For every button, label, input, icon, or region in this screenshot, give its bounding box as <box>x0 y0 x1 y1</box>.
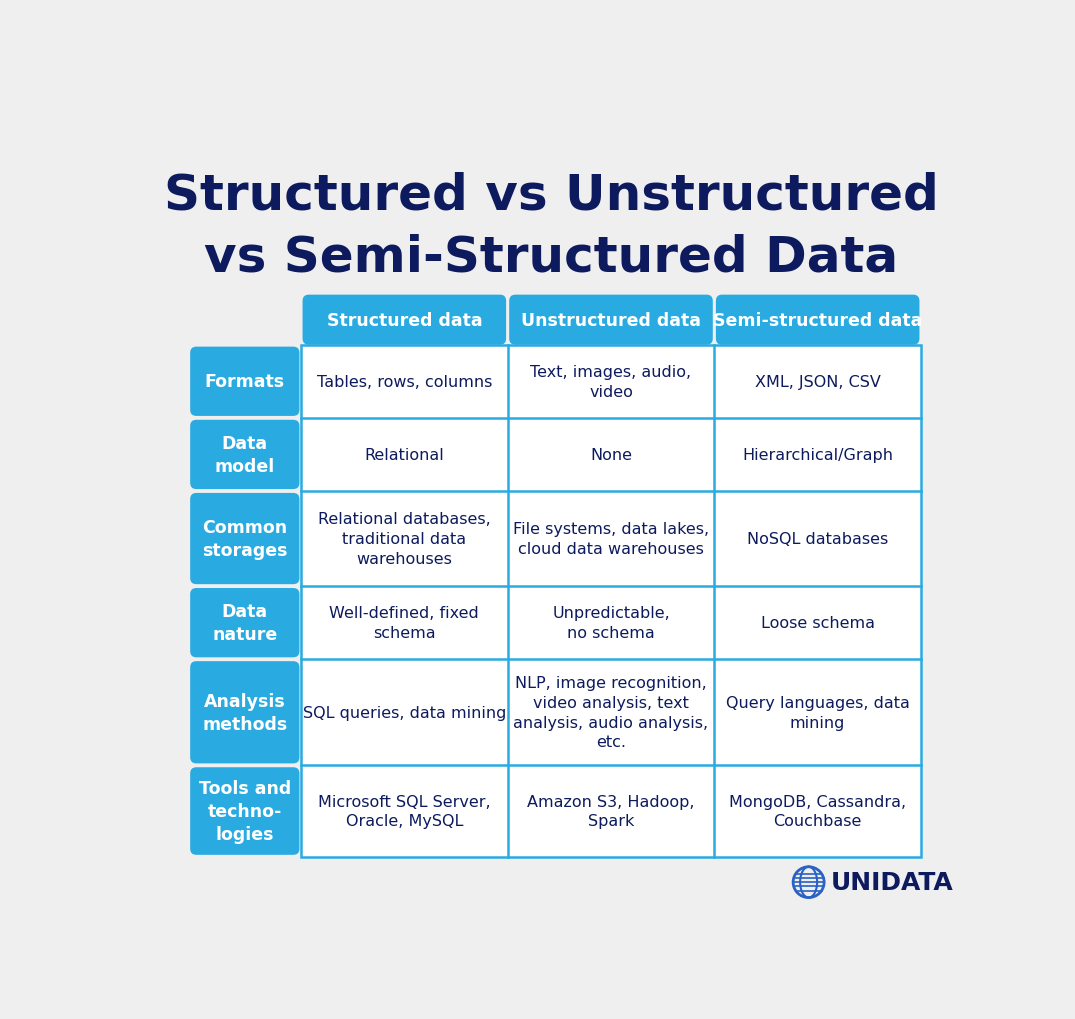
Text: Structured data: Structured data <box>327 312 483 329</box>
FancyBboxPatch shape <box>190 347 300 417</box>
Text: Relational databases,
traditional data
warehouses: Relational databases, traditional data w… <box>318 512 490 567</box>
Text: Well-defined, fixed
schema: Well-defined, fixed schema <box>329 605 479 640</box>
Text: Microsoft SQL Server,
Oracle, MySQL: Microsoft SQL Server, Oracle, MySQL <box>318 794 490 828</box>
Text: Amazon S3, Hadoop,
Spark: Amazon S3, Hadoop, Spark <box>527 794 694 828</box>
Text: Structured vs Unstructured: Structured vs Unstructured <box>163 171 938 219</box>
Text: XML, JSON, CSV: XML, JSON, CSV <box>755 374 880 389</box>
Text: Text, images, audio,
video: Text, images, audio, video <box>530 365 691 399</box>
Bar <box>301 345 921 857</box>
Bar <box>301 765 507 857</box>
Text: Semi-structured data: Semi-structured data <box>713 312 922 329</box>
Text: SQL queries, data mining: SQL queries, data mining <box>303 705 506 720</box>
Text: Data
nature: Data nature <box>212 602 277 643</box>
Text: Data
model: Data model <box>215 434 275 476</box>
Text: NoSQL databases: NoSQL databases <box>747 532 888 546</box>
Bar <box>301 659 507 765</box>
Bar <box>507 765 714 857</box>
Bar <box>301 491 507 587</box>
Bar <box>507 491 714 587</box>
Text: MongoDB, Cassandra,
Couchbase: MongoDB, Cassandra, Couchbase <box>729 794 906 828</box>
Text: UNIDATA: UNIDATA <box>830 870 954 895</box>
Bar <box>714 419 921 491</box>
Text: Unpredictable,
no schema: Unpredictable, no schema <box>553 605 670 640</box>
Bar <box>301 345 507 419</box>
FancyBboxPatch shape <box>510 296 713 345</box>
Bar <box>507 345 714 419</box>
Bar <box>507 659 714 765</box>
Text: Relational: Relational <box>364 447 444 463</box>
FancyBboxPatch shape <box>302 296 506 345</box>
Bar <box>714 659 921 765</box>
FancyBboxPatch shape <box>190 493 300 585</box>
Text: Unstructured data: Unstructured data <box>521 312 701 329</box>
Text: None: None <box>590 447 632 463</box>
Text: Hierarchical/Graph: Hierarchical/Graph <box>742 447 893 463</box>
Text: Tools and
techno-
logies: Tools and techno- logies <box>199 780 291 843</box>
Text: Common
storages: Common storages <box>202 519 288 559</box>
FancyBboxPatch shape <box>190 588 300 657</box>
Text: Analysis
methods: Analysis methods <box>202 692 287 733</box>
FancyBboxPatch shape <box>190 421 300 489</box>
FancyBboxPatch shape <box>190 767 300 855</box>
Bar <box>507 587 714 659</box>
Bar <box>714 345 921 419</box>
Bar <box>507 419 714 491</box>
Bar <box>714 587 921 659</box>
Text: File systems, data lakes,
cloud data warehouses: File systems, data lakes, cloud data war… <box>513 522 710 556</box>
Text: NLP, image recognition,
video analysis, text
analysis, audio analysis,
etc.: NLP, image recognition, video analysis, … <box>514 676 708 750</box>
Bar <box>301 587 507 659</box>
Text: Formats: Formats <box>204 373 285 391</box>
Bar <box>714 765 921 857</box>
FancyBboxPatch shape <box>716 296 919 345</box>
Bar <box>714 491 921 587</box>
Text: vs Semi-Structured Data: vs Semi-Structured Data <box>204 233 898 281</box>
Text: Query languages, data
mining: Query languages, data mining <box>726 695 909 730</box>
FancyBboxPatch shape <box>190 661 300 763</box>
Text: Loose schema: Loose schema <box>761 615 875 631</box>
Bar <box>301 419 507 491</box>
Text: Tables, rows, columns: Tables, rows, columns <box>317 374 492 389</box>
